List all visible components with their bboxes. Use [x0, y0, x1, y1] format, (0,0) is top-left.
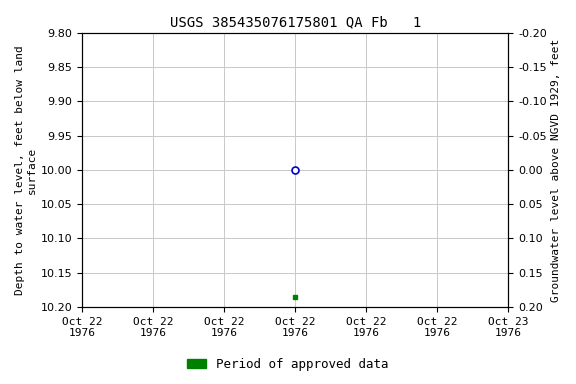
Y-axis label: Depth to water level, feet below land
surface: Depth to water level, feet below land su… — [15, 45, 37, 295]
Title: USGS 385435076175801 QA Fb   1: USGS 385435076175801 QA Fb 1 — [170, 15, 421, 29]
Legend: Period of approved data: Period of approved data — [183, 353, 393, 376]
Y-axis label: Groundwater level above NGVD 1929, feet: Groundwater level above NGVD 1929, feet — [551, 38, 561, 301]
